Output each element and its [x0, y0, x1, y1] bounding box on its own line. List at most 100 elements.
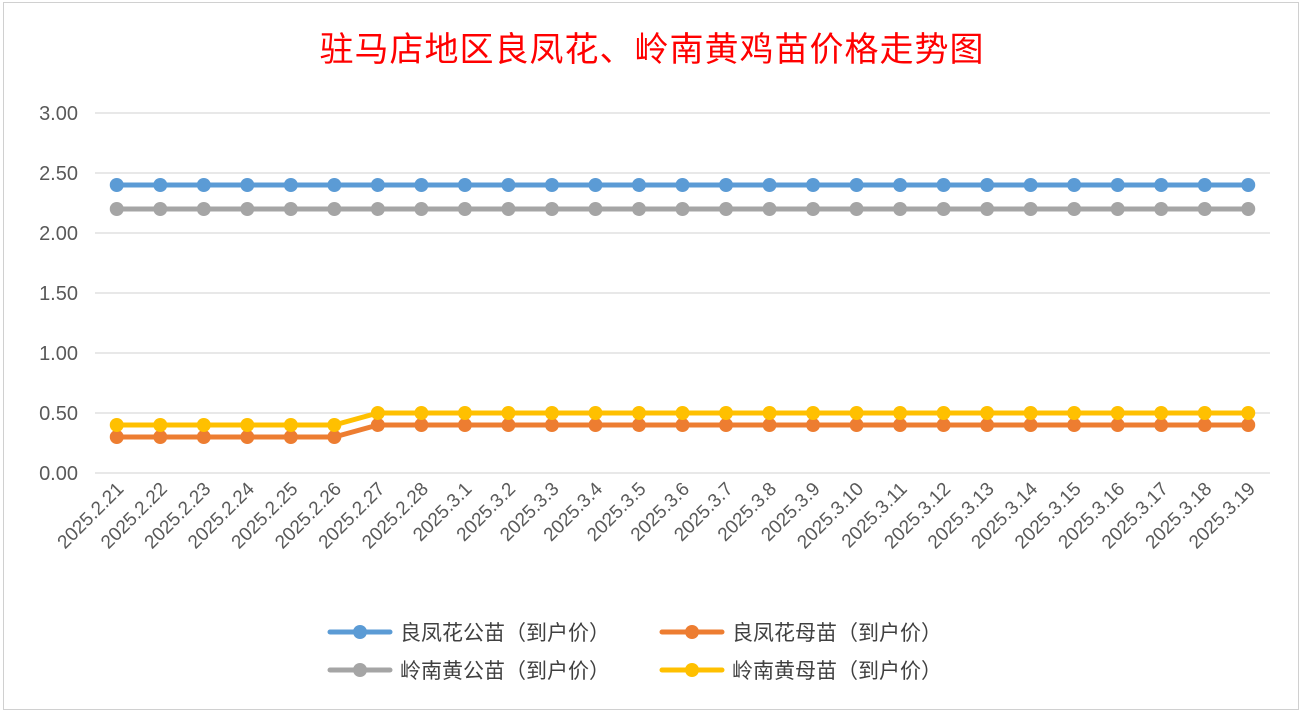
data-point: [719, 202, 734, 216]
data-point: [849, 406, 864, 420]
data-point: [719, 406, 734, 420]
data-point: [1154, 202, 1169, 216]
data-point: [1110, 418, 1125, 432]
legend-item[interactable]: 岭南黄公苗（到户价）: [327, 659, 610, 683]
data-point: [806, 418, 821, 432]
data-point: [631, 406, 646, 420]
series-1: [109, 418, 1256, 444]
data-point: [675, 178, 690, 192]
legend: 良凤花公苗（到户价） 良凤花母苗（到户价） 岭南黄公苗（到户价） 岭南黄母苗（到户价）: [327, 621, 942, 683]
data-point: [893, 202, 908, 216]
legend-label: 良凤花母苗（到户价）: [732, 621, 942, 645]
data-point: [327, 178, 342, 192]
legend-item[interactable]: 良凤花公苗（到户价）: [327, 621, 610, 645]
data-point: [1241, 406, 1256, 420]
data-point: [1197, 202, 1212, 216]
y-tick-label: 3.00: [39, 103, 78, 125]
data-point: [1197, 418, 1212, 432]
data-point: [806, 202, 821, 216]
y-axis-ticks: 0.00 0.50 1.00 1.50 2.00 2.50 3.00: [39, 103, 78, 485]
data-point: [980, 406, 995, 420]
legend-swatch-marker: [353, 625, 367, 639]
data-point: [109, 178, 124, 192]
data-point: [283, 202, 298, 216]
data-point: [109, 202, 124, 216]
data-point: [1154, 418, 1169, 432]
data-point: [936, 178, 951, 192]
data-point: [936, 406, 951, 420]
data-point: [675, 418, 690, 432]
data-point: [1241, 202, 1256, 216]
data-point: [675, 202, 690, 216]
data-point: [196, 178, 211, 192]
data-point: [457, 178, 472, 192]
data-point: [501, 406, 516, 420]
data-point: [631, 178, 646, 192]
data-point: [240, 202, 255, 216]
data-point: [240, 418, 255, 432]
y-tick-label: 2.00: [39, 223, 78, 245]
data-point: [196, 430, 211, 444]
data-point: [327, 418, 342, 432]
data-point: [240, 430, 255, 444]
data-point: [762, 406, 777, 420]
data-point: [283, 430, 298, 444]
data-point: [1023, 418, 1038, 432]
data-point: [1110, 202, 1125, 216]
series-3: [109, 406, 1256, 432]
data-point: [893, 406, 908, 420]
legend-label: 岭南黄公苗（到户价）: [400, 659, 610, 683]
data-point: [849, 202, 864, 216]
data-point: [1023, 406, 1038, 420]
legend-swatch-marker: [685, 663, 699, 677]
data-point: [719, 178, 734, 192]
data-point: [457, 202, 472, 216]
data-point: [1241, 418, 1256, 432]
data-point: [1067, 202, 1082, 216]
data-point: [109, 418, 124, 432]
data-point: [1197, 406, 1212, 420]
data-point: [806, 406, 821, 420]
data-point: [370, 418, 385, 432]
data-point: [153, 430, 168, 444]
chart-area[interactable]: [3, 2, 1299, 710]
data-point: [109, 430, 124, 444]
y-tick-label: 1.50: [39, 283, 78, 305]
data-point: [893, 418, 908, 432]
data-point: [414, 418, 429, 432]
data-point: [283, 418, 298, 432]
data-point: [544, 178, 559, 192]
data-point: [762, 418, 777, 432]
data-point: [806, 178, 821, 192]
legend-swatch-marker: [685, 625, 699, 639]
data-point: [762, 178, 777, 192]
data-point: [588, 202, 603, 216]
data-point: [544, 406, 559, 420]
y-tick-label: 2.50: [39, 163, 78, 185]
data-point: [1067, 178, 1082, 192]
legend-label: 岭南黄母苗（到户价）: [732, 659, 942, 683]
data-point: [501, 178, 516, 192]
legend-label: 良凤花公苗（到户价）: [400, 621, 610, 645]
data-point: [1154, 406, 1169, 420]
data-point: [370, 202, 385, 216]
data-point: [196, 418, 211, 432]
data-point: [849, 418, 864, 432]
series-2: [109, 202, 1256, 216]
legend-swatch-marker: [353, 663, 367, 677]
gridlines: [95, 112, 1270, 474]
data-point: [240, 178, 255, 192]
legend-item[interactable]: 良凤花母苗（到户价）: [659, 621, 942, 645]
data-point: [370, 406, 385, 420]
data-point: [153, 418, 168, 432]
data-point: [980, 202, 995, 216]
data-point: [501, 418, 516, 432]
data-point: [501, 202, 516, 216]
legend-item[interactable]: 岭南黄母苗（到户价）: [659, 659, 942, 683]
data-point: [936, 418, 951, 432]
data-point: [1067, 406, 1082, 420]
data-point: [588, 418, 603, 432]
data-point: [1067, 418, 1082, 432]
y-tick-label: 0.50: [39, 403, 78, 425]
data-point: [1154, 178, 1169, 192]
